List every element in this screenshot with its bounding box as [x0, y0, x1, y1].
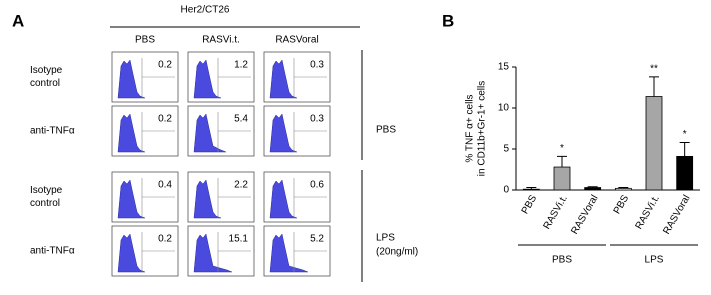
cell-value: 2.2: [234, 180, 248, 191]
row-label: anti-TNFα: [30, 126, 75, 137]
significance: **: [650, 63, 658, 74]
header: Her2/CT26: [181, 5, 230, 16]
group-label: LPS: [376, 233, 395, 244]
x-tick-label: RASVoral: [661, 193, 692, 236]
histogram: [269, 113, 298, 153]
group-label: PBS: [552, 255, 572, 266]
column-header: RASVoral: [275, 35, 318, 46]
row-label: Isotype: [30, 185, 63, 196]
group-label: LPS: [645, 255, 664, 266]
bar: [522, 188, 540, 191]
x-tick-label: PBS: [520, 193, 540, 216]
bar: [645, 96, 663, 191]
bar: [676, 155, 694, 191]
cell-value: 1.2: [234, 60, 248, 71]
error-bar: [557, 155, 567, 168]
cell-value: 0.2: [158, 60, 172, 71]
bar: [614, 187, 632, 191]
significance: *: [560, 143, 564, 154]
cell-value: 0.4: [158, 180, 172, 191]
group-label: PBS: [376, 125, 396, 136]
row-label: anti-TNFα: [30, 246, 75, 257]
error-bar: [649, 76, 659, 97]
histogram: [117, 179, 146, 219]
cell-value: 0.6: [310, 180, 324, 191]
cell-value: 0.2: [158, 234, 172, 245]
cell-value: 0.3: [310, 60, 324, 71]
histogram: [193, 179, 222, 219]
row-label: control: [30, 78, 60, 89]
group-label: (20ng/ml): [376, 247, 418, 258]
histogram: [193, 113, 227, 153]
histogram: [269, 233, 309, 273]
x-tick-label: RASVoral: [569, 193, 600, 236]
y-axis-label: in CD11b+Gr-1+ cells: [477, 81, 488, 176]
y-tick-label: 5: [503, 144, 509, 155]
row-label: Isotype: [30, 65, 63, 76]
histogram: [193, 233, 233, 273]
panel-label: A: [12, 11, 24, 30]
cell-value: 5.4: [234, 114, 248, 125]
y-tick-label: 0: [503, 185, 509, 196]
y-tick-label: 15: [498, 62, 510, 73]
panel-label: B: [442, 11, 454, 30]
x-tick-label: RASVi.t.: [542, 193, 570, 231]
error-bar: [618, 187, 629, 189]
cell-value: 0.3: [310, 114, 324, 125]
bar: [584, 187, 602, 191]
y-axis-label: % TNF α+ cells: [465, 94, 476, 162]
error-bar: [587, 186, 598, 188]
histogram: [269, 179, 298, 219]
error-bar: [679, 141, 690, 157]
histogram: [117, 113, 146, 153]
cell-value: 5.2: [310, 234, 324, 245]
y-tick-label: 10: [498, 103, 510, 114]
column-header: RASVi.t.: [202, 35, 240, 46]
histogram: [269, 59, 298, 99]
histogram: [193, 59, 222, 99]
row-label: control: [30, 198, 60, 209]
histogram: [117, 233, 146, 273]
cell-value: 0.2: [158, 114, 172, 125]
x-tick-label: PBS: [612, 193, 632, 216]
bar: [553, 166, 571, 191]
x-tick-label: RASVi.t.: [634, 193, 662, 231]
significance: *: [683, 129, 687, 140]
cell-value: 15.1: [229, 234, 249, 245]
column-header: PBS: [135, 35, 155, 46]
histogram: [117, 59, 146, 99]
error-bar: [526, 187, 537, 190]
